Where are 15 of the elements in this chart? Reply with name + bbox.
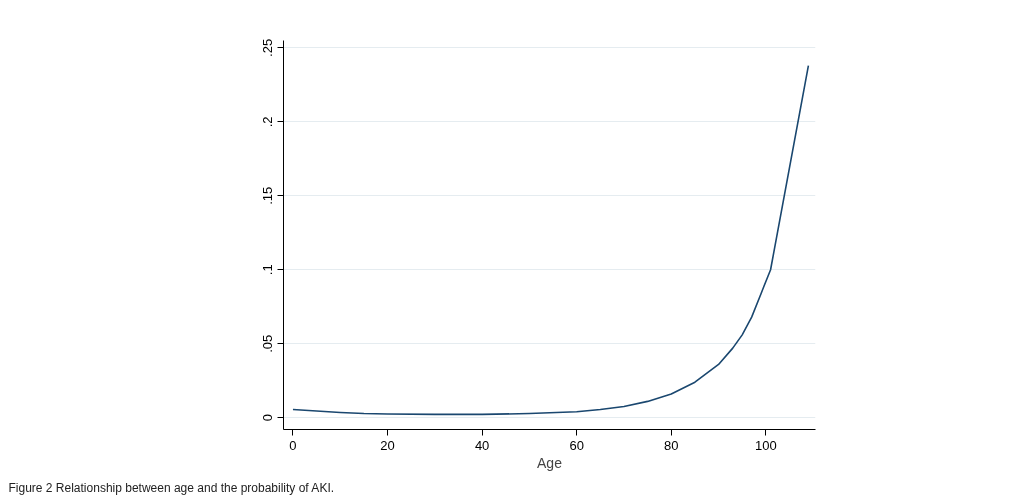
x-axis-title: Age xyxy=(537,454,563,471)
line-series xyxy=(292,64,810,416)
y-tick-label: .05 xyxy=(260,334,276,353)
caption: Figure 2 Relationship between age and the probability of AKI. xyxy=(8,480,335,495)
y-tick-label: 0 xyxy=(260,414,276,422)
x-tick-label: 60 xyxy=(569,437,584,453)
x-tick-label: 20 xyxy=(380,437,395,453)
x-tick-label: 0 xyxy=(289,437,297,453)
x-tick-label: 40 xyxy=(474,437,490,453)
y-tick-label: .15 xyxy=(260,186,276,205)
y-tick-label: .2 xyxy=(260,116,276,128)
x-tick-label: 100 xyxy=(755,437,777,453)
y-tick-label: .25 xyxy=(260,38,276,57)
x-tick-label: 80 xyxy=(664,437,679,453)
y-tick-label: .1 xyxy=(260,264,276,276)
